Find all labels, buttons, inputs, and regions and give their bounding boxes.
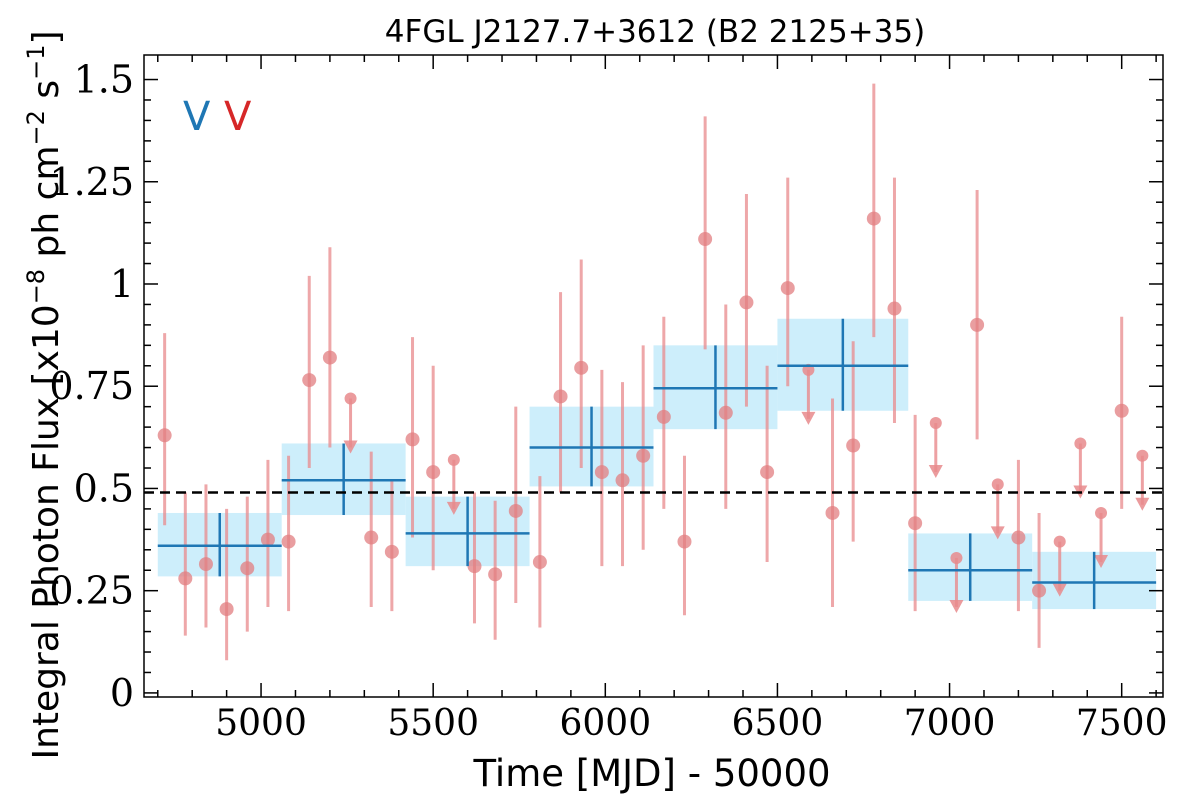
data-point [364,530,379,545]
y-tick-label: 1.25 [49,160,134,204]
x-tick-label: 6500 [732,703,824,744]
y-axis-label: Integral Photon Flux [x10−8 ph cm−2 s−1] [22,30,67,759]
data-point [866,211,881,226]
data-point [739,295,754,310]
upper-limit-point [1074,437,1087,450]
upper-limit-point [1053,535,1066,548]
data-point [677,534,692,549]
x-tick-label: 5000 [215,703,307,744]
upper-limit-point [344,392,357,405]
data-point [1011,530,1026,545]
data-point [780,281,795,296]
upper-limit-point [950,551,963,564]
data-point [698,232,713,247]
x-tick-label: 6000 [559,703,651,744]
x-axis-label: Time [MJD] - 50000 [472,752,830,795]
legend-label-red: V [224,94,252,140]
data-point [574,360,589,375]
upper-limit-arrow [801,411,816,425]
y-tick-label: 0.25 [49,569,134,613]
y-axis-label-part: s [26,80,67,110]
upper-limit-arrow [1052,583,1067,597]
upper-limit-point [1136,449,1149,462]
data-point [302,373,317,388]
data-point [718,405,733,420]
data-point [1032,583,1047,598]
data-point [615,473,630,488]
legend-label-blue: V [183,94,211,140]
y-axis-label-part: Integral Photon Flux [x10 [26,304,67,759]
upper-limit-arrow [343,440,358,454]
plot-frame [143,54,1164,698]
x-tick-label: 7000 [904,703,996,744]
data-point [532,555,547,570]
data-point [825,505,840,520]
y-tick-label: 0.5 [74,466,134,510]
data-point [219,602,234,617]
y-axis-label-exponent: −8 [22,269,50,304]
x-tick-label: 7500 [1076,703,1168,744]
data-point [553,389,568,404]
y-tick-label: 1.5 [74,58,134,102]
data-point [178,571,193,586]
data-point [157,428,172,443]
upper-limit-point [447,453,460,466]
y-axis-label-part: ] [26,30,67,44]
data-point [1114,403,1129,418]
upper-limit-arrow [1135,497,1150,511]
upper-limit-point [1095,506,1108,519]
data-point [240,561,255,576]
data-point [508,503,523,518]
upper-limit-arrow [949,599,964,613]
data-point [846,438,861,453]
data-point [656,409,671,424]
data-point [594,465,609,480]
data-point [322,350,337,365]
upper-limit-arrow [990,526,1005,540]
data-point [384,544,399,559]
data-point [887,301,902,316]
data-point [281,534,296,549]
data-point [970,317,985,332]
plot-area [144,83,1163,661]
axes: 5000 5500 6000 6500 7000 7500 0 0.25 0.5 0.75 1 1.2… [49,54,1168,744]
y-tick-label: 0.75 [49,364,134,408]
data-point [426,465,441,480]
data-point [405,432,420,447]
chart-title: 4FGL J2127.7+3612 (B2 2125+35) [385,14,925,50]
data-point [260,532,275,547]
upper-limit-arrow [446,501,461,515]
y-tick-label: 0 [110,671,134,715]
data-point [908,516,923,531]
y-axis-label-exponent: −1 [22,45,50,80]
y-axis-label-part: ph cm [26,145,67,268]
data-point [467,559,482,574]
upper-limit-point [929,417,942,430]
y-tick-label: 1 [110,262,134,306]
x-tick-label: 5500 [387,703,479,744]
data-point [760,465,775,480]
y-axis-label-exponent: −2 [22,110,50,145]
upper-limit-arrow [1094,554,1109,568]
data-point [198,557,213,572]
data-point [488,567,503,582]
upper-limit-point [991,478,1004,491]
upper-limit-arrow [928,465,943,479]
data-point [636,448,651,463]
